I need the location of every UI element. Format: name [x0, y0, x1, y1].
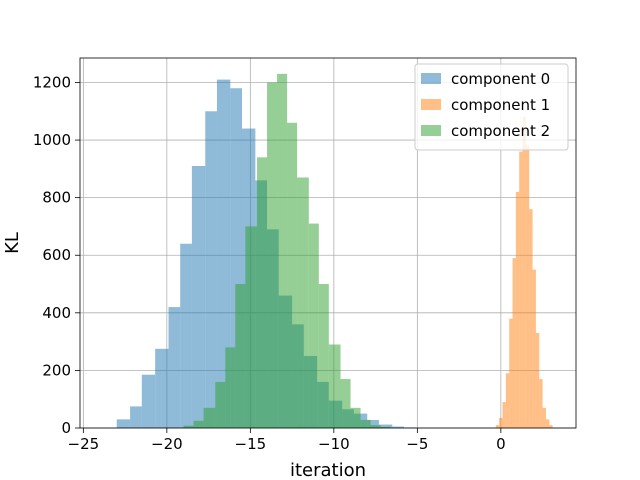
histogram-bar: [495, 425, 500, 428]
histogram-bar: [499, 417, 503, 428]
histogram-bar: [230, 88, 242, 428]
histogram-bar: [308, 223, 319, 428]
histogram-bar: [535, 332, 540, 428]
legend-swatch: [421, 99, 441, 110]
histogram-bar: [191, 165, 206, 428]
legend-box: [414, 63, 569, 151]
series-1-bars: [495, 117, 553, 429]
plot-frame: [79, 57, 577, 429]
histogram-bar: [318, 284, 329, 428]
y-tick-label: 800: [42, 189, 71, 207]
histogram-bar: [130, 406, 142, 428]
histogram-bar: [522, 117, 526, 429]
x-axis-label: iteration: [290, 460, 366, 480]
histogram-bar: [380, 426, 391, 428]
x-tick-label: −10: [318, 435, 350, 453]
histogram-bar: [277, 73, 288, 428]
legend-label: component 0: [451, 70, 550, 88]
histogram-bar: [502, 402, 506, 428]
histogram-bar: [168, 307, 181, 428]
x-tick-label: −20: [151, 435, 183, 453]
histogram-bar: [267, 82, 278, 429]
y-axis-label: KL: [2, 232, 23, 254]
legend-label: component 2: [451, 122, 550, 140]
histogram-bars: [116, 73, 553, 429]
x-tick-label: −5: [406, 435, 428, 453]
y-tick-label: 1000: [33, 131, 71, 149]
histogram-bar: [378, 424, 393, 428]
histogram-bar: [216, 79, 231, 428]
histogram-bar: [155, 348, 169, 428]
histogram-bar: [519, 151, 523, 428]
y-tick-label: 400: [42, 304, 71, 322]
histogram-bar: [370, 425, 381, 428]
histogram-bar: [141, 374, 156, 428]
histogram-bar: [539, 379, 543, 428]
legend-swatch: [421, 73, 441, 84]
histogram-bar: [287, 122, 298, 428]
histogram-bar: [515, 191, 520, 428]
series-2-bars: [183, 73, 391, 429]
histogram-bar: [525, 145, 530, 428]
histogram-bar: [328, 344, 341, 428]
histogram-bar: [180, 243, 192, 428]
histogram-bar: [529, 209, 533, 428]
y-tick-label: 200: [42, 361, 71, 379]
histogram-bar: [215, 381, 226, 428]
y-tick-label: 0: [61, 419, 71, 437]
legend-label: component 1: [451, 96, 550, 114]
histogram-bar: [193, 420, 204, 428]
histogram-bar: [367, 419, 379, 428]
y-tick-label: 600: [42, 246, 71, 264]
histogram-bar: [183, 425, 194, 428]
histogram-bar: [225, 347, 236, 428]
histogram-bar: [360, 419, 371, 428]
y-tick-label: 1200: [33, 73, 71, 91]
histogram-bar: [542, 407, 546, 428]
histogram-bar: [235, 284, 246, 428]
histogram-bar: [549, 425, 553, 428]
x-tick-label: −15: [235, 435, 267, 453]
histogram-bar: [509, 318, 513, 428]
histogram-bar: [512, 258, 516, 428]
histogram-bar: [297, 177, 309, 428]
y-axis: 0 200 400 600 800 1000 1200: [33, 73, 80, 437]
x-axis: −25 −20 −15 −10 −5 0: [68, 428, 506, 453]
legend: component 0 component 1 component 2: [414, 63, 569, 151]
histogram-bar: [392, 426, 404, 428]
histogram-bar: [257, 157, 268, 429]
x-tick-label: 0: [496, 435, 506, 453]
histogram-bar: [545, 419, 550, 428]
legend-swatch: [421, 125, 441, 136]
histogram-bar: [245, 226, 258, 428]
histogram-bar: [505, 373, 510, 428]
histogram-bar: [203, 407, 216, 428]
histogram-bar: [116, 419, 131, 428]
histogram-bar: [205, 111, 217, 428]
histogram-bar: [532, 269, 536, 428]
x-tick-label: −25: [68, 435, 100, 453]
histogram-bar: [350, 407, 361, 428]
histogram-bar: [340, 379, 351, 428]
